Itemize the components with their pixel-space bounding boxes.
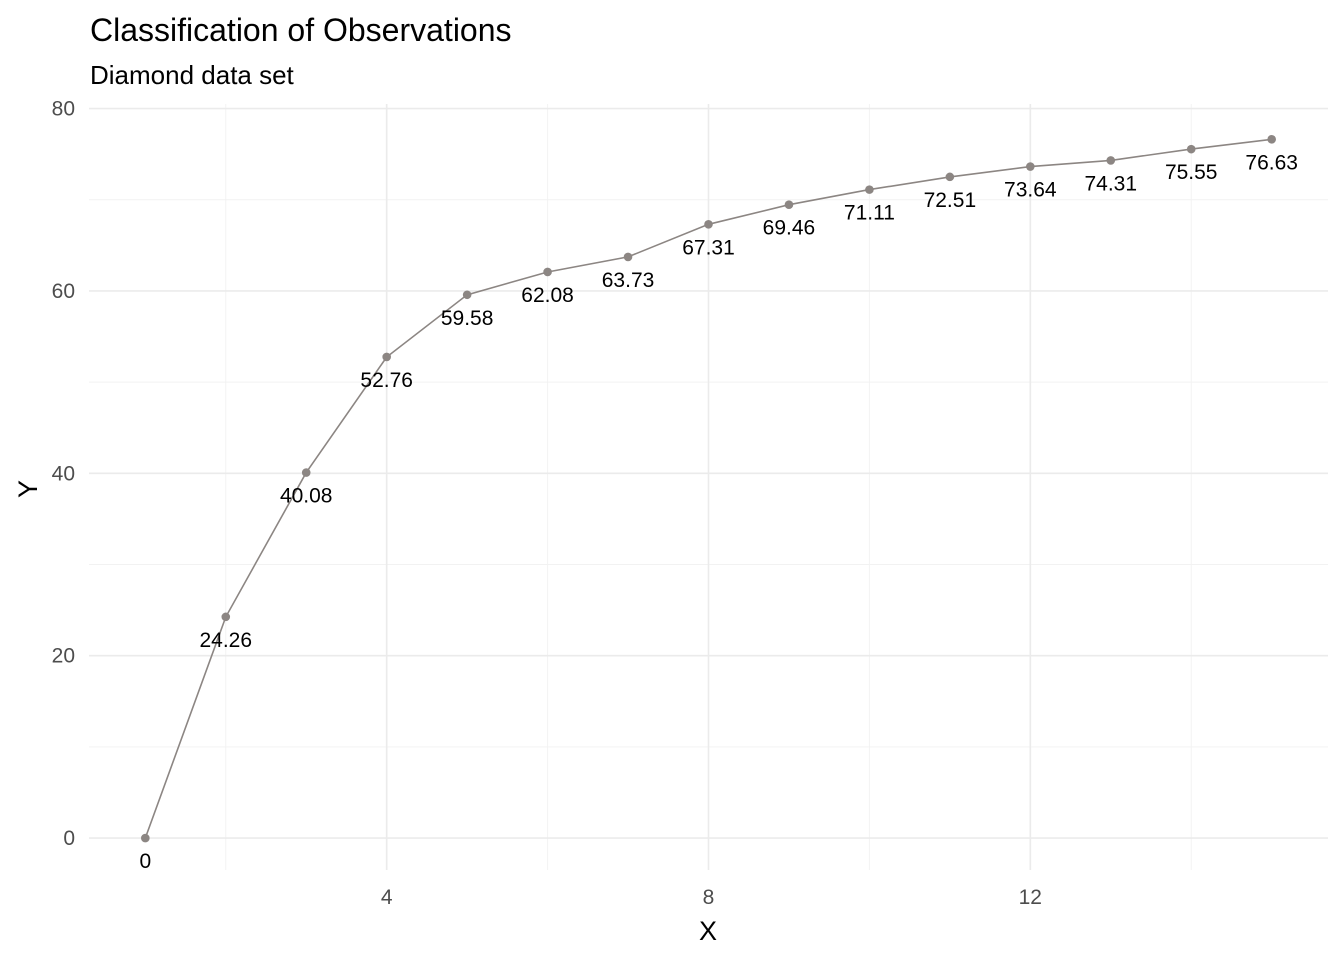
data-label: 40.08 [280, 485, 333, 508]
data-point [784, 200, 794, 209]
y-axis-title: Y [13, 480, 43, 498]
x-tick-label: 8 [703, 886, 715, 909]
x-tick-labels: 4 8 12 [381, 886, 1042, 909]
data-label: 52.76 [360, 369, 413, 392]
data-label: 67.31 [682, 236, 735, 259]
data-point [543, 267, 552, 277]
x-tick-label: 12 [1019, 886, 1042, 909]
data-label: 76.63 [1245, 151, 1298, 174]
y-tick-label: 0 [63, 827, 75, 850]
data-label: 59.58 [441, 307, 494, 330]
data-label: 72.51 [924, 189, 977, 212]
data-point [141, 833, 150, 843]
y-tick-label: 80 [52, 98, 75, 121]
data-point [301, 468, 311, 477]
data-point [382, 352, 391, 362]
data-label: 69.46 [763, 217, 816, 240]
data-point [221, 612, 231, 622]
data-label: 71.11 [844, 202, 895, 225]
data-points [141, 134, 1276, 843]
data-point [945, 172, 955, 182]
chart-subtitle: Diamond data set [90, 60, 295, 90]
data-label: 63.73 [602, 269, 655, 292]
data-point [462, 290, 472, 300]
data-point [1106, 156, 1116, 165]
data-point [865, 185, 874, 194]
x-axis-title: X [699, 916, 717, 946]
data-point [704, 219, 713, 229]
data-point [1267, 134, 1276, 144]
data-label: 73.64 [1004, 179, 1057, 202]
data-label: 24.26 [199, 629, 252, 652]
y-tick-labels: 0 20 40 60 80 [52, 98, 75, 851]
data-point [1026, 162, 1035, 171]
data-labels: 0 24.26 40.08 52.76 59.58 62.08 63.73 67.31 69.4… [139, 151, 1297, 873]
x-tick-label: 4 [381, 886, 393, 909]
data-point [1186, 144, 1196, 154]
major-gridlines [89, 104, 1328, 870]
data-point [623, 252, 633, 262]
data-label: 0 [139, 850, 151, 873]
y-tick-label: 40 [52, 462, 75, 485]
y-tick-label: 60 [52, 280, 75, 303]
data-label: 62.08 [521, 284, 574, 307]
chart-title: Classification of Observations [90, 12, 512, 48]
data-label: 74.31 [1084, 172, 1137, 195]
data-label: 75.55 [1165, 161, 1218, 184]
y-tick-label: 20 [52, 645, 75, 668]
